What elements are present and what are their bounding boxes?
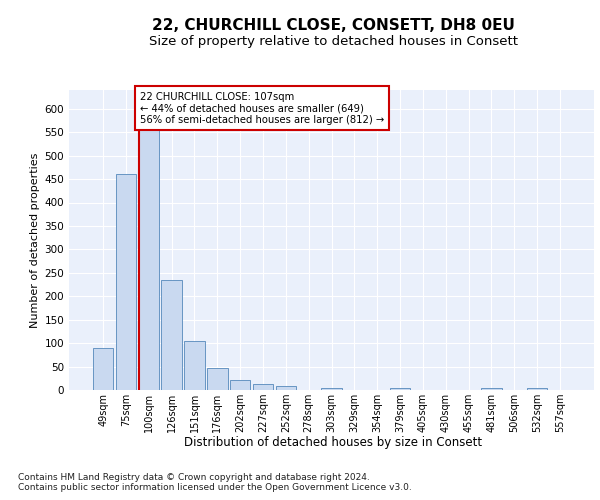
Bar [527,388,547,390]
Bar [161,280,182,390]
Bar [253,384,273,390]
Bar [207,368,227,390]
Bar [390,388,410,390]
Bar [321,388,342,390]
Text: 22, CHURCHILL CLOSE, CONSETT, DH8 0EU: 22, CHURCHILL CLOSE, CONSETT, DH8 0EU [152,18,514,32]
Bar [93,348,113,390]
Bar [139,109,159,390]
Y-axis label: Number of detached properties: Number of detached properties [30,152,40,328]
Bar [481,388,502,390]
Bar [230,380,250,390]
Bar [116,174,136,390]
Bar [275,386,296,390]
Bar [184,341,205,390]
Text: Distribution of detached houses by size in Consett: Distribution of detached houses by size … [184,436,482,449]
Text: 22 CHURCHILL CLOSE: 107sqm
← 44% of detached houses are smaller (649)
56% of sem: 22 CHURCHILL CLOSE: 107sqm ← 44% of deta… [140,92,384,124]
Text: Size of property relative to detached houses in Consett: Size of property relative to detached ho… [149,35,517,48]
Text: Contains HM Land Registry data © Crown copyright and database right 2024.
Contai: Contains HM Land Registry data © Crown c… [18,472,412,492]
